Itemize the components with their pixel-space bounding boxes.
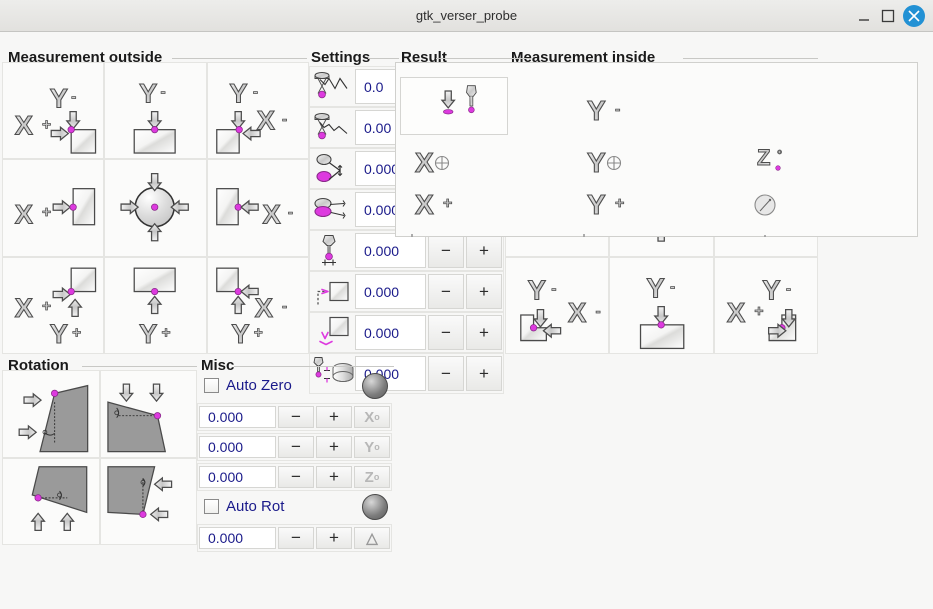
svg-text:X: X [415, 147, 434, 178]
svg-text:Y: Y [50, 318, 68, 349]
svg-text:-: - [252, 84, 257, 101]
svg-text:X: X [568, 297, 587, 328]
svg-text:X: X [262, 199, 280, 230]
svg-text:-: - [670, 278, 675, 295]
svg-text:+: + [754, 303, 763, 320]
svg-text:-: - [551, 280, 556, 297]
svg-text:Y: Y [587, 95, 606, 126]
svg-text:+: + [443, 195, 452, 212]
svg-text:Y: Y [229, 77, 247, 108]
svg-text:+: + [162, 324, 171, 341]
svg-text:X: X [15, 292, 33, 323]
svg-text:Y: Y [50, 82, 68, 113]
svg-text:Y: Y [587, 147, 606, 178]
svg-text:Y: Y [139, 77, 157, 108]
svg-text:-: - [595, 303, 600, 320]
svg-text:Y: Y [587, 189, 606, 220]
svg-text:+: + [615, 195, 624, 212]
svg-text:-: - [785, 280, 790, 297]
svg-text:Z: Z [757, 145, 770, 170]
svg-text:°: ° [777, 147, 782, 162]
svg-text:Y: Y [647, 272, 665, 303]
svg-text:-: - [288, 204, 293, 221]
svg-text:Y: Y [231, 318, 249, 349]
svg-text:+: + [253, 324, 262, 341]
svg-text:Y: Y [139, 318, 157, 349]
svg-text:+: + [72, 324, 81, 341]
svg-text:-: - [282, 111, 287, 128]
svg-text:X: X [15, 199, 33, 230]
svg-text:Y: Y [528, 274, 546, 305]
svg-text:X: X [415, 189, 434, 220]
svg-text:-: - [615, 101, 620, 118]
svg-text:+: + [42, 298, 51, 315]
svg-text:+: + [42, 117, 51, 134]
svg-text:+: + [42, 204, 51, 221]
svg-text:Y: Y [762, 274, 780, 305]
svg-text:X: X [15, 110, 33, 141]
svg-text:-: - [161, 84, 166, 101]
svg-text:-: - [71, 88, 76, 105]
svg-text:X: X [254, 292, 272, 323]
svg-text:X: X [727, 297, 746, 328]
svg-text:-: - [282, 298, 287, 315]
